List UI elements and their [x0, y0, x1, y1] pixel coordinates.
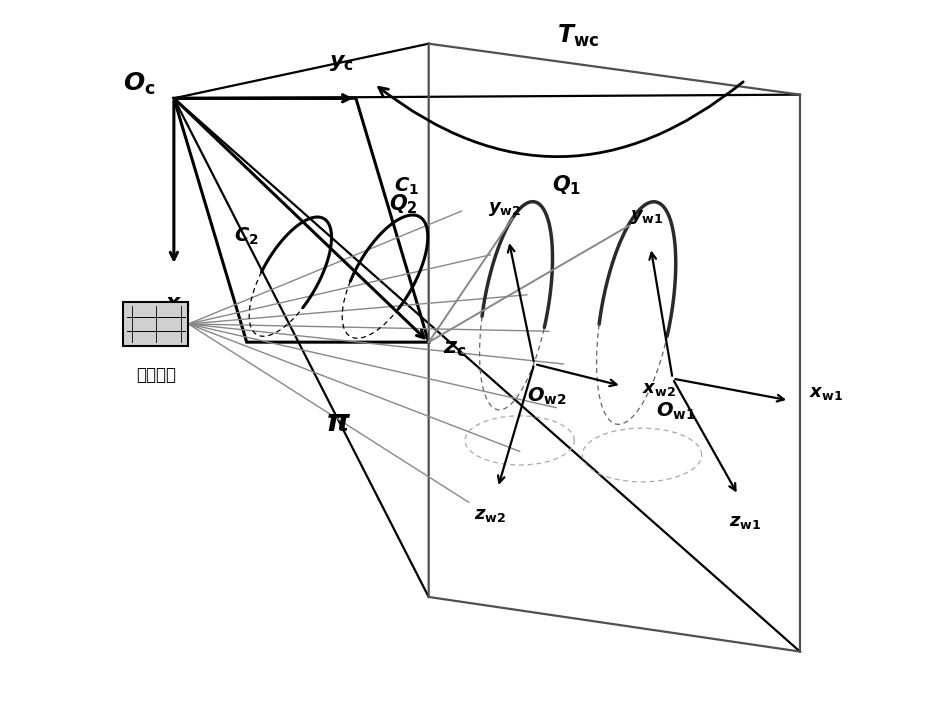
- Text: $\boldsymbol{x}_\mathbf{w1}$: $\boldsymbol{x}_\mathbf{w1}$: [809, 384, 843, 402]
- Text: $\boldsymbol{y}_\mathbf{w2}$: $\boldsymbol{y}_\mathbf{w2}$: [488, 200, 522, 218]
- Text: $\boldsymbol{Q}_\mathbf{2}$: $\boldsymbol{Q}_\mathbf{2}$: [388, 192, 418, 215]
- Text: $\boldsymbol{y}_\mathbf{c}$: $\boldsymbol{y}_\mathbf{c}$: [328, 53, 354, 73]
- Text: $\boldsymbol{Q}_\mathbf{1}$: $\boldsymbol{Q}_\mathbf{1}$: [552, 174, 582, 197]
- Text: $\boldsymbol{O}_\mathbf{c}$: $\boldsymbol{O}_\mathbf{c}$: [123, 71, 155, 97]
- Text: $\boldsymbol{x}_\mathbf{c}$: $\boldsymbol{x}_\mathbf{c}$: [165, 295, 190, 314]
- Text: $\boldsymbol{z}_\mathbf{w2}$: $\boldsymbol{z}_\mathbf{w2}$: [474, 506, 506, 524]
- Text: $\boldsymbol{O}_\mathbf{w2}$: $\boldsymbol{O}_\mathbf{w2}$: [527, 386, 567, 407]
- Text: $\boldsymbol{O}_\mathbf{w1}$: $\boldsymbol{O}_\mathbf{w1}$: [656, 400, 696, 422]
- Text: $\boldsymbol{y}_\mathbf{w1}$: $\boldsymbol{y}_\mathbf{w1}$: [630, 207, 664, 226]
- Text: $\boldsymbol{C}_\mathbf{1}$: $\boldsymbol{C}_\mathbf{1}$: [394, 175, 420, 197]
- Text: 线激光器: 线激光器: [136, 366, 176, 384]
- Text: $\boldsymbol{T}_\mathbf{wc}$: $\boldsymbol{T}_\mathbf{wc}$: [557, 23, 599, 50]
- Text: $\boldsymbol{x}_\mathbf{w2}$: $\boldsymbol{x}_\mathbf{w2}$: [642, 381, 676, 398]
- Text: $\boldsymbol{\pi}$: $\boldsymbol{\pi}$: [325, 408, 350, 437]
- Text: $\boldsymbol{z}_\mathbf{c}$: $\boldsymbol{z}_\mathbf{c}$: [444, 339, 466, 360]
- Text: $\boldsymbol{C}_\mathbf{2}$: $\boldsymbol{C}_\mathbf{2}$: [234, 226, 259, 248]
- Bar: [123, 302, 188, 346]
- Text: $\boldsymbol{z}_\mathbf{w1}$: $\boldsymbol{z}_\mathbf{w1}$: [729, 513, 762, 531]
